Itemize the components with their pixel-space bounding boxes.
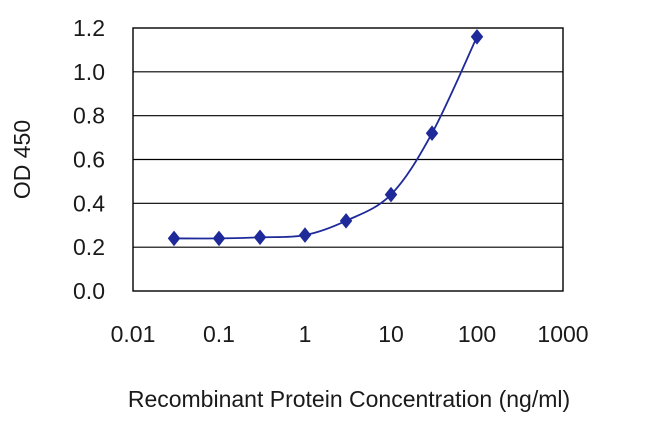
y-tick-label: 0.6: [73, 147, 105, 173]
data-point-marker: [298, 227, 312, 243]
data-point-marker: [339, 213, 353, 229]
y-tick-label: 0.8: [73, 103, 105, 129]
x-axis-ticks: 0.01 0.1 1 10 100 1000: [111, 321, 589, 347]
plot-frame: [132, 27, 564, 292]
data-point-marker: [470, 28, 484, 45]
y-tick-label: 0.4: [73, 190, 105, 216]
y-tick-label: 0.2: [73, 234, 105, 260]
x-tick-label: 1: [299, 321, 312, 347]
data-point-marker: [212, 230, 226, 247]
x-tick-label: 0.1: [203, 321, 235, 347]
x-tick-label: 10: [378, 321, 404, 347]
x-axis-title: Recombinant Protein Concentration (ng/ml…: [128, 386, 570, 412]
y-tick-label: 1.0: [73, 59, 105, 85]
plot-area: [132, 27, 564, 292]
x-tick-label: 1000: [537, 321, 588, 347]
x-tick-label: 0.01: [111, 321, 156, 347]
data-point-marker: [425, 125, 439, 142]
data-point-marker: [253, 229, 267, 246]
data-point-marker: [384, 186, 398, 203]
data-point-marker: [167, 230, 181, 247]
y-axis-title: OD 450: [9, 120, 35, 199]
y-tick-label: 0.0: [73, 278, 105, 304]
x-tick-label: 100: [458, 321, 496, 347]
data-series: [167, 28, 484, 247]
grid-lines: [133, 71, 563, 248]
y-axis-ticks: 0.0 0.2 0.4 0.6 0.8 1.0 1.2: [73, 15, 105, 304]
y-tick-label: 1.2: [73, 15, 105, 41]
